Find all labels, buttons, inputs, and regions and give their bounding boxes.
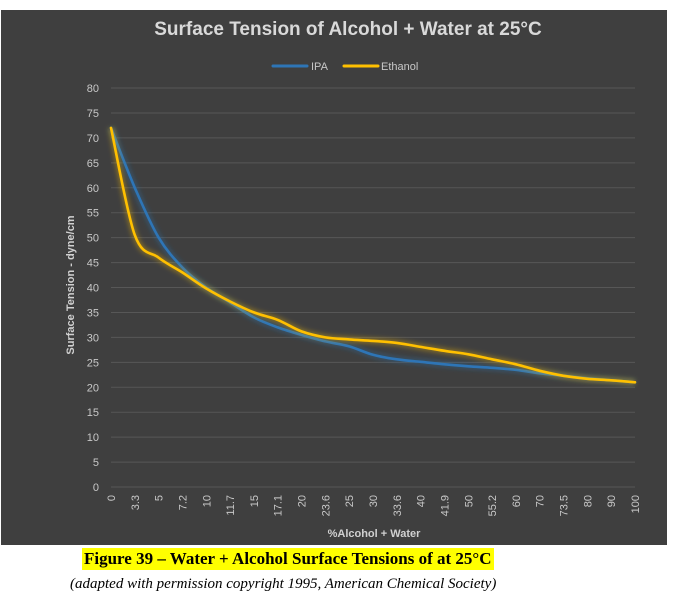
y-tick-label: 25: [87, 357, 99, 369]
x-tick-label: 73.5: [559, 495, 571, 516]
x-tick-label: 30: [368, 495, 380, 507]
x-tick-label: 0: [106, 495, 118, 501]
chart-panel: Surface Tension of Alcohol + Water at 25…: [1, 10, 667, 545]
legend-label-ipa: IPA: [311, 61, 329, 73]
x-axis-ticks: 0 3.3 5 7.2 10 11.7 15 17.1 20 23.6 25 30 33.6 40 41.9…: [106, 495, 642, 516]
series-glow-ethanol: [108, 127, 636, 386]
series-glow-ipa: [108, 126, 636, 386]
x-tick-label: 15: [249, 495, 261, 507]
y-tick-label: 40: [87, 283, 99, 295]
y-tick-label: 20: [87, 382, 99, 394]
y-tick-label: 60: [87, 183, 99, 195]
x-tick-label: 25: [344, 495, 356, 507]
x-tick-label: 80: [582, 495, 594, 507]
legend-label-ethanol: Ethanol: [381, 61, 418, 73]
x-tick-label: 55.2: [487, 495, 499, 516]
y-axis-ticks: 0 5 10 15 20 25 30 35 40 45 50 55 60 65 70 75 80: [87, 83, 99, 494]
x-tick-label: 40: [416, 495, 428, 507]
x-tick-label: 100: [630, 495, 642, 513]
legend: IPA Ethanol: [271, 61, 418, 73]
x-tick-label: 90: [606, 495, 618, 507]
x-tick-label: 20: [297, 495, 309, 507]
x-tick-label: 3.3: [130, 495, 142, 510]
x-axis-title: %Alcohol + Water: [328, 528, 422, 540]
series-line-ipa: [109, 126, 637, 384]
y-tick-label: 75: [87, 108, 99, 120]
gridlines: [111, 87, 635, 488]
x-tick-label: 70: [535, 495, 547, 507]
series-line-ethanol: [109, 126, 637, 384]
y-tick-label: 35: [87, 307, 99, 319]
chart-title: Surface Tension of Alcohol + Water at 25…: [154, 19, 542, 40]
y-tick-label: 5: [93, 457, 99, 469]
x-tick-label: 11.7: [225, 495, 237, 516]
y-tick-label: 50: [87, 233, 99, 245]
x-tick-label: 10: [201, 495, 213, 507]
x-tick-label: 7.2: [177, 495, 189, 510]
surface-tension-chart: Surface Tension of Alcohol + Water at 25…: [65, 19, 642, 540]
y-tick-label: 70: [87, 133, 99, 145]
x-tick-label: 50: [463, 495, 475, 507]
x-tick-label: 60: [511, 495, 523, 507]
figure-caption-credit: (adapted with permission copyright 1995,…: [70, 576, 497, 592]
x-tick-label: 41.9: [439, 495, 451, 516]
series-layer: [108, 126, 637, 386]
x-tick-label: 33.6: [392, 495, 404, 516]
x-tick-label: 5: [154, 495, 166, 501]
y-tick-label: 15: [87, 407, 99, 419]
y-tick-label: 30: [87, 332, 99, 344]
y-tick-label: 55: [87, 208, 99, 220]
figure-caption: Figure 39 – Water + Alcohol Surface Tens…: [82, 548, 494, 570]
y-axis-title: Surface Tension - dyne/cm: [65, 215, 77, 354]
x-tick-label: 17.1: [273, 495, 285, 516]
x-tick-label: 23.6: [320, 495, 332, 516]
y-tick-label: 65: [87, 158, 99, 170]
y-tick-label: 80: [87, 83, 99, 95]
y-tick-label: 10: [87, 432, 99, 444]
y-tick-label: 0: [93, 482, 99, 494]
y-tick-label: 45: [87, 258, 99, 270]
